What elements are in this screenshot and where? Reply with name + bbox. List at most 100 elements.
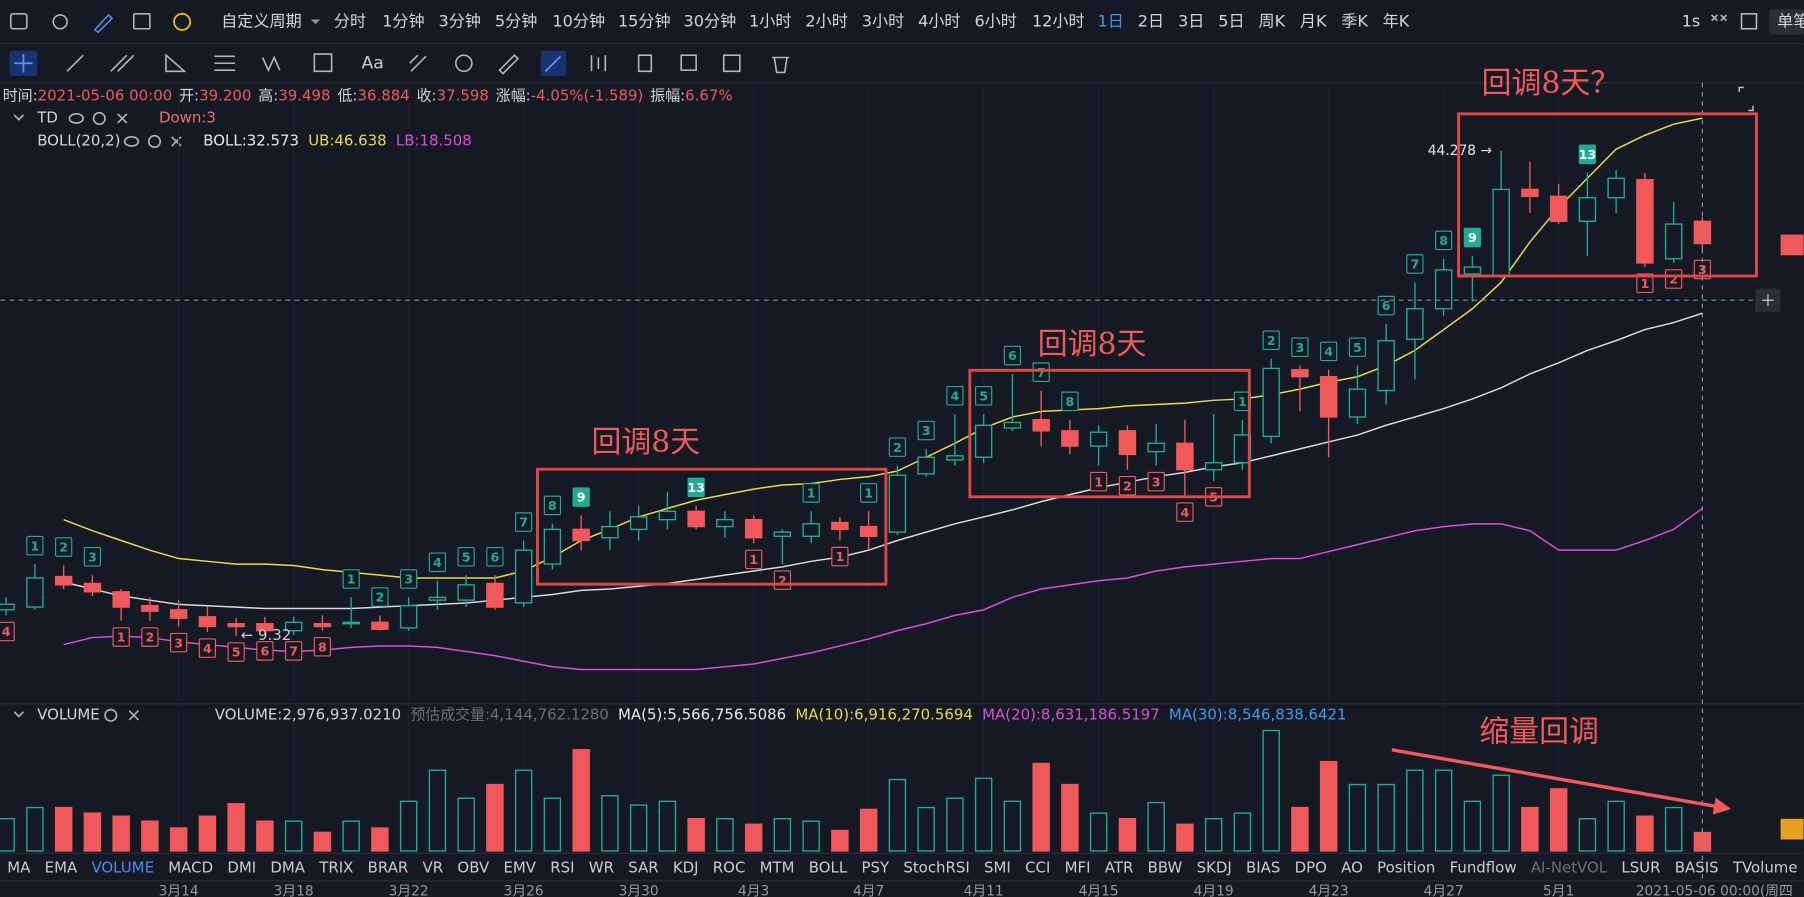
period-button[interactable]: 2小时 <box>805 11 847 30</box>
settings-icon[interactable] <box>104 708 118 722</box>
period-button[interactable]: 年K <box>1383 11 1410 30</box>
replay-icon[interactable] <box>173 12 192 31</box>
period-button[interactable]: 4小时 <box>918 11 960 30</box>
chart-icon[interactable] <box>9 12 28 30</box>
period-button[interactable]: 30分钟 <box>684 11 737 30</box>
indicator-tab[interactable]: TVolume <box>1732 858 1798 876</box>
period-button[interactable]: 1日 <box>1098 11 1124 30</box>
indicator-tab[interactable]: BBW <box>1148 858 1183 876</box>
period-button[interactable]: 10分钟 <box>552 11 605 30</box>
channel-tool[interactable] <box>110 54 135 72</box>
indicator-tab[interactable]: SAR <box>628 858 658 876</box>
fullscreen-icon[interactable] <box>1711 14 1728 22</box>
indicator-tab[interactable]: BIAS <box>1246 858 1280 876</box>
indicator-tab[interactable]: MA <box>7 858 31 876</box>
maximize-icon[interactable] <box>1738 86 1754 112</box>
period-button[interactable]: 3日 <box>1178 11 1204 30</box>
period-button[interactable]: 5分钟 <box>495 11 537 30</box>
period-button[interactable]: 12小时 <box>1032 11 1085 30</box>
period-button[interactable]: 6小时 <box>974 11 1016 30</box>
text-tool[interactable]: Aa <box>362 53 384 73</box>
indicator-tab[interactable]: Fundflow <box>1450 858 1517 876</box>
collapse-caret[interactable] <box>13 711 24 718</box>
settings-icon[interactable] <box>52 14 68 30</box>
indicator-tab[interactable]: ROC <box>713 858 746 876</box>
measure-tool[interactable] <box>313 53 333 73</box>
annotation-box[interactable] <box>1457 112 1758 278</box>
candle-tool[interactable] <box>590 55 607 72</box>
period-button[interactable]: 分时 <box>334 11 366 30</box>
annotation-box[interactable] <box>968 368 1251 499</box>
indicator-tab[interactable]: DMA <box>270 858 305 876</box>
custom-period[interactable]: 自定义周期 <box>221 11 301 30</box>
visibility-icon[interactable] <box>68 113 85 124</box>
indicator-tab[interactable]: BRAR <box>368 858 409 876</box>
period-button[interactable]: 1小时 <box>749 11 791 30</box>
indicator-tab[interactable]: WR <box>589 858 614 876</box>
crosshair-tool[interactable] <box>14 54 33 73</box>
indicator-tab[interactable]: AI-NetVOL <box>1531 858 1608 876</box>
indicator-tab[interactable]: TRIX <box>318 858 353 876</box>
interval[interactable]: 1s <box>1682 11 1701 30</box>
trade-button[interactable] <box>1769 9 1804 35</box>
indicator-tab[interactable]: SMI <box>984 858 1011 876</box>
pencil-tool[interactable] <box>544 55 562 72</box>
fib-tool[interactable] <box>214 55 235 71</box>
period-button[interactable]: 2日 <box>1138 11 1164 30</box>
magnet-tool[interactable] <box>454 54 473 73</box>
indicator-tab[interactable]: BASIS <box>1675 858 1719 876</box>
snapshot-icon[interactable] <box>1740 12 1758 30</box>
annotation-box[interactable] <box>536 467 888 586</box>
indicator-tab[interactable]: VOLUME <box>91 858 154 876</box>
indicator-tab[interactable]: OBV <box>457 858 490 876</box>
indicator-tab[interactable]: PSY <box>861 858 889 876</box>
settings-icon[interactable] <box>92 111 106 126</box>
indicator-tab[interactable]: StochRSI <box>903 858 969 876</box>
remove-icon[interactable] <box>117 113 128 124</box>
trade-button-label[interactable]: 单笔 <box>1777 11 1804 30</box>
indicator-tab[interactable]: DMI <box>227 858 256 876</box>
period-button[interactable]: 1分钟 <box>382 11 424 30</box>
brush-tool[interactable] <box>409 54 427 72</box>
period-button[interactable]: 15分钟 <box>618 11 671 30</box>
line-tool[interactable] <box>66 54 84 72</box>
indicator-tab[interactable]: EMV <box>503 858 536 876</box>
indicator-tab[interactable]: DPO <box>1295 858 1327 876</box>
indicator-tab[interactable]: EMA <box>45 858 78 876</box>
indicator-tab[interactable]: MACD <box>168 858 213 876</box>
period-button[interactable]: 周K <box>1259 11 1286 30</box>
settings-icon[interactable] <box>147 134 162 149</box>
indicator-tab[interactable]: ATR <box>1105 858 1134 876</box>
edit-tool[interactable] <box>722 54 741 73</box>
draw-icon[interactable] <box>93 13 114 34</box>
period-button[interactable]: 季K <box>1341 11 1368 30</box>
indicator-tab[interactable]: Position <box>1377 858 1435 876</box>
indicator-tab[interactable]: LSUR <box>1621 858 1660 876</box>
period-button[interactable]: 3小时 <box>862 11 904 30</box>
lock-tool[interactable] <box>637 54 653 73</box>
ruler-tool[interactable] <box>498 54 520 75</box>
collapse-caret[interactable] <box>13 114 24 121</box>
copy-tool[interactable] <box>680 54 697 71</box>
angle-tool[interactable] <box>165 53 187 73</box>
volume-bar <box>514 769 533 852</box>
indicator-tab[interactable]: RSI <box>550 858 574 876</box>
indicator-tab[interactable]: MTM <box>760 858 795 876</box>
period-button[interactable]: 3分钟 <box>439 11 481 30</box>
remove-icon[interactable] <box>128 710 139 721</box>
indicator-tab[interactable]: SKDJ <box>1197 858 1232 876</box>
indicator-tab[interactable]: VR <box>423 858 444 876</box>
wave-tool[interactable] <box>261 55 281 73</box>
period-button[interactable]: 5日 <box>1218 11 1244 30</box>
visibility-icon[interactable] <box>123 136 140 147</box>
period-button[interactable]: 月K <box>1300 11 1327 30</box>
remove-icon[interactable] <box>171 136 182 147</box>
indicator-tab[interactable]: AO <box>1341 858 1363 876</box>
indicator-tab[interactable]: KDJ <box>673 858 699 876</box>
delete-tool[interactable] <box>772 56 790 74</box>
indicator-tab[interactable]: BOLL <box>809 858 848 876</box>
calendar-icon[interactable] <box>132 12 151 30</box>
indicator-tab[interactable]: CCI <box>1025 858 1050 876</box>
indicator-tab[interactable]: MFI <box>1065 858 1091 876</box>
volume-bar <box>141 820 159 852</box>
